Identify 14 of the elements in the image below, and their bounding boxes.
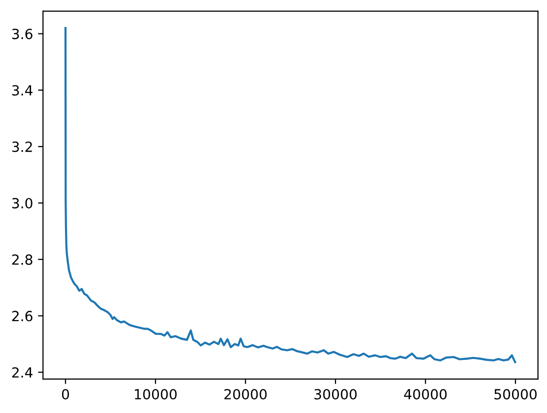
line-series <box>64 27 516 364</box>
y-tick-label: 2.4 <box>12 367 32 378</box>
x-tick-label: 50000 <box>494 388 537 400</box>
y-tick-label: 3.2 <box>12 142 32 152</box>
y-tick-label: 2.6 <box>12 310 32 322</box>
x-tick-label: 40000 <box>404 388 447 400</box>
y-tick-label: 2.8 <box>12 254 32 265</box>
x-tick-label: 20000 <box>224 388 267 400</box>
y-tick-label: 3.6 <box>12 28 32 40</box>
x-tick-label: 30000 <box>314 388 357 400</box>
y-tick-label: 3.0 <box>12 198 32 208</box>
x-tick-label: 0 <box>62 388 69 400</box>
y-tick-label: 3.4 <box>12 85 32 96</box>
x-tick-label: 10000 <box>134 388 177 400</box>
